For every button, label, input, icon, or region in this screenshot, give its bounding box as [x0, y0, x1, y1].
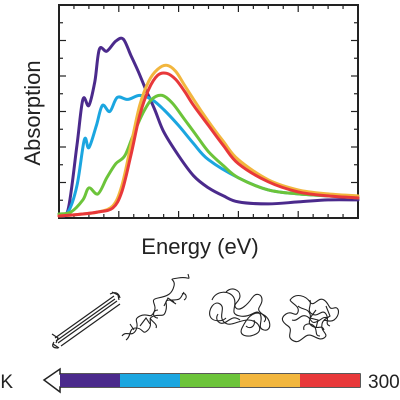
series-line-5	[57, 71, 360, 218]
series-line-2	[57, 93, 360, 217]
x-axis-label: Energy (eV)	[141, 234, 258, 259]
scale-segment-5	[300, 374, 360, 387]
dense-coil-conformation-icon	[281, 294, 340, 343]
partially-folded-conformation-icon	[121, 273, 190, 341]
coil-conformation-icon	[209, 288, 271, 337]
series-line-3	[57, 93, 360, 216]
temperature-scale-bar: 0K 300	[0, 367, 400, 394]
series-line-4	[57, 63, 360, 218]
y-axis-label: Absorption	[20, 60, 45, 165]
scale-segment-3	[180, 374, 240, 387]
axis-ticks	[59, 5, 358, 218]
scale-segment-1	[60, 374, 120, 387]
scale-left-label: 0K	[0, 372, 13, 393]
rod-conformation-icon	[51, 291, 121, 349]
scale-segment-4	[240, 374, 300, 387]
scale-segment-2	[120, 374, 180, 387]
series-line-1	[57, 36, 360, 218]
scale-right-label: 300	[368, 372, 400, 393]
scale-segments	[60, 374, 360, 387]
series-group	[57, 36, 360, 218]
